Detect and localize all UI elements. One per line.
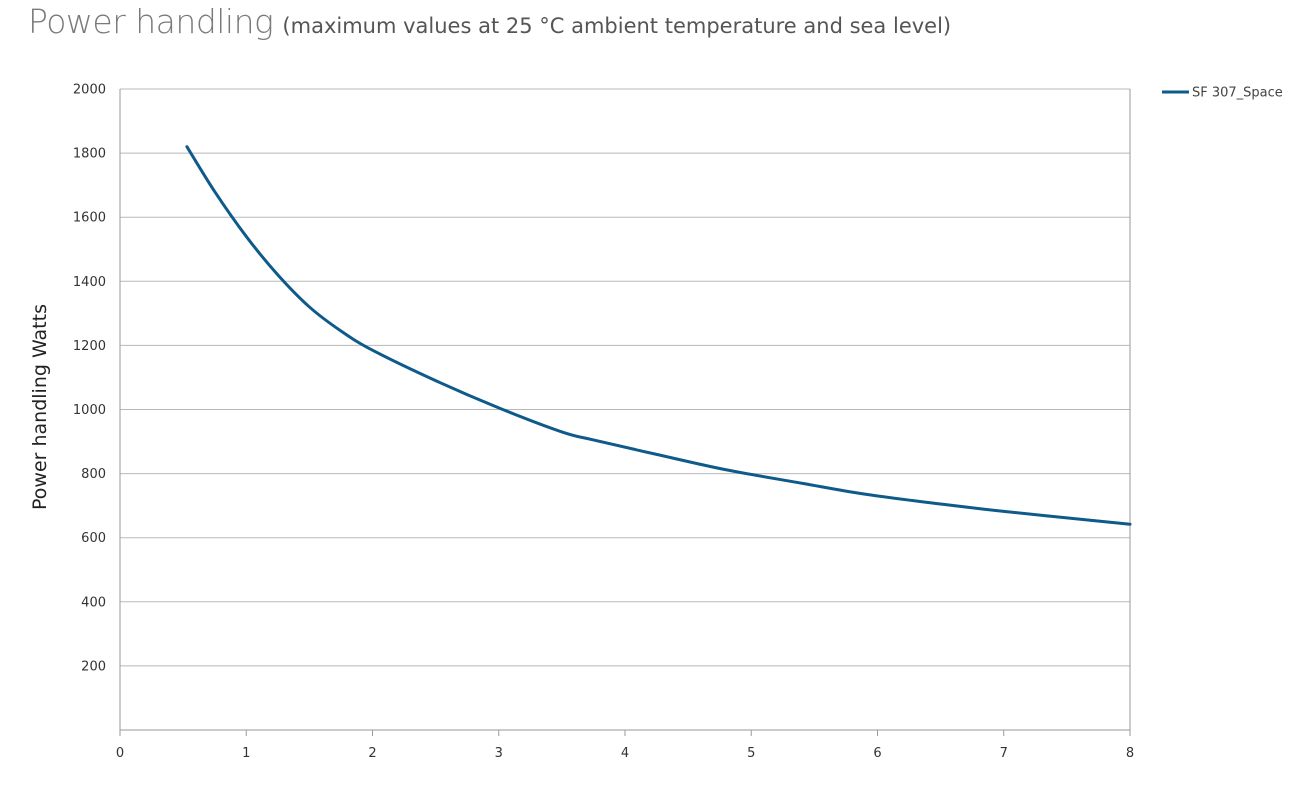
x-tick-label-0: 0 <box>116 746 124 761</box>
y-tick-label-600: 600 <box>81 531 106 546</box>
x-tick-label-5: 5 <box>747 746 755 761</box>
y-tick-label-1000: 1000 <box>73 403 106 418</box>
grid-lines <box>120 88 1130 667</box>
x-tick-label-8: 8 <box>1126 746 1134 761</box>
x-tick-label-6: 6 <box>873 746 881 761</box>
y-tick-label-2000: 2000 <box>73 83 106 98</box>
chart-subtitle: (maximum values at 25 °C ambient tempera… <box>282 14 952 38</box>
chart-title-main: Power handling <box>28 2 274 41</box>
x-tick-label-1: 1 <box>242 746 250 761</box>
y-tick-label-1400: 1400 <box>73 275 106 290</box>
y-tick-label-1600: 1600 <box>73 211 106 226</box>
chart-title: Power handling (maximum values at 25 °C … <box>28 2 951 41</box>
x-tick-labels: 0 1 2 3 4 5 6 7 8 <box>116 746 1134 761</box>
y-tick-label-800: 800 <box>81 467 106 482</box>
y-tick-label-200: 200 <box>81 659 106 674</box>
series-lines <box>185 145 1132 526</box>
y-tick-label-1800: 1800 <box>73 147 106 162</box>
axes <box>119 89 1131 736</box>
series-line-1 <box>185 145 1132 526</box>
legend: SF 307_Space <box>1162 86 1283 101</box>
legend-label-1: SF 307_Space <box>1192 86 1283 101</box>
y-tick-label-400: 400 <box>81 595 106 610</box>
y-axis-label: Power handling Watts <box>29 304 51 510</box>
y-tick-labels: 200 400 600 800 1000 1200 1400 1600 1800 2000 <box>73 83 106 675</box>
x-tick-label-4: 4 <box>621 746 629 761</box>
x-tick-label-3: 3 <box>495 746 503 761</box>
x-tick-label-2: 2 <box>368 746 376 761</box>
x-tick-label-7: 7 <box>1000 746 1008 761</box>
y-tick-label-1200: 1200 <box>73 339 106 354</box>
